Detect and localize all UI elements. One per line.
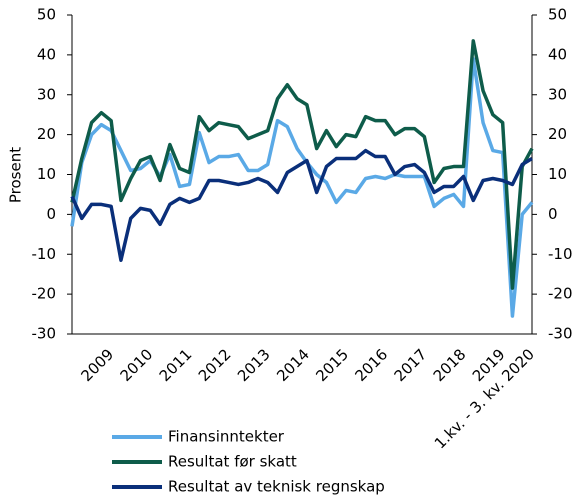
y-tick-label: 20 xyxy=(37,125,56,143)
y2-tick-label: 10 xyxy=(548,165,567,183)
y-tick-label: 40 xyxy=(37,45,56,63)
y-tick-label: 50 xyxy=(37,6,56,24)
y2-tick-label: -10 xyxy=(548,245,573,263)
series-line xyxy=(70,39,534,290)
series-line xyxy=(70,148,533,262)
y2-tick-label: -20 xyxy=(548,285,573,303)
x-tick-label: 2018 xyxy=(430,345,470,385)
x-tick-label: 2010 xyxy=(117,345,157,385)
y-tick-label: 0 xyxy=(46,205,56,223)
legend-label: Resultat før skatt xyxy=(168,453,297,471)
y-tick-label: 30 xyxy=(37,85,56,103)
y2-tick-label: 40 xyxy=(548,45,567,63)
y-tick-label: -30 xyxy=(32,325,57,343)
y2-tick-label: 20 xyxy=(548,125,567,143)
y2-tick-label: 0 xyxy=(548,205,558,223)
y-tick-label: 10 xyxy=(37,165,56,183)
y2-tick-label: 50 xyxy=(548,6,567,24)
y-tick-label: -10 xyxy=(32,245,57,263)
y2-tick-label: -30 xyxy=(548,325,573,343)
legend-label: Finansinntekter xyxy=(168,428,285,446)
x-tick-label: 2013 xyxy=(234,345,274,385)
x-tick-label: 2017 xyxy=(391,345,431,385)
x-tick-label: 2016 xyxy=(351,345,391,385)
y-axis-label: Prosent xyxy=(7,147,25,203)
legend-label: Resultat av teknisk regnskap xyxy=(168,478,385,496)
x-tick-label: 2011 xyxy=(156,345,196,385)
y-tick-label: -20 xyxy=(32,285,57,303)
x-tick-label: 2014 xyxy=(273,345,313,385)
x-tick-label: 2012 xyxy=(195,345,235,385)
series-line xyxy=(70,57,534,318)
x-tick-label: 2015 xyxy=(312,345,352,385)
y2-tick-label: 30 xyxy=(548,85,567,103)
x-tick-label: 2009 xyxy=(77,345,117,385)
